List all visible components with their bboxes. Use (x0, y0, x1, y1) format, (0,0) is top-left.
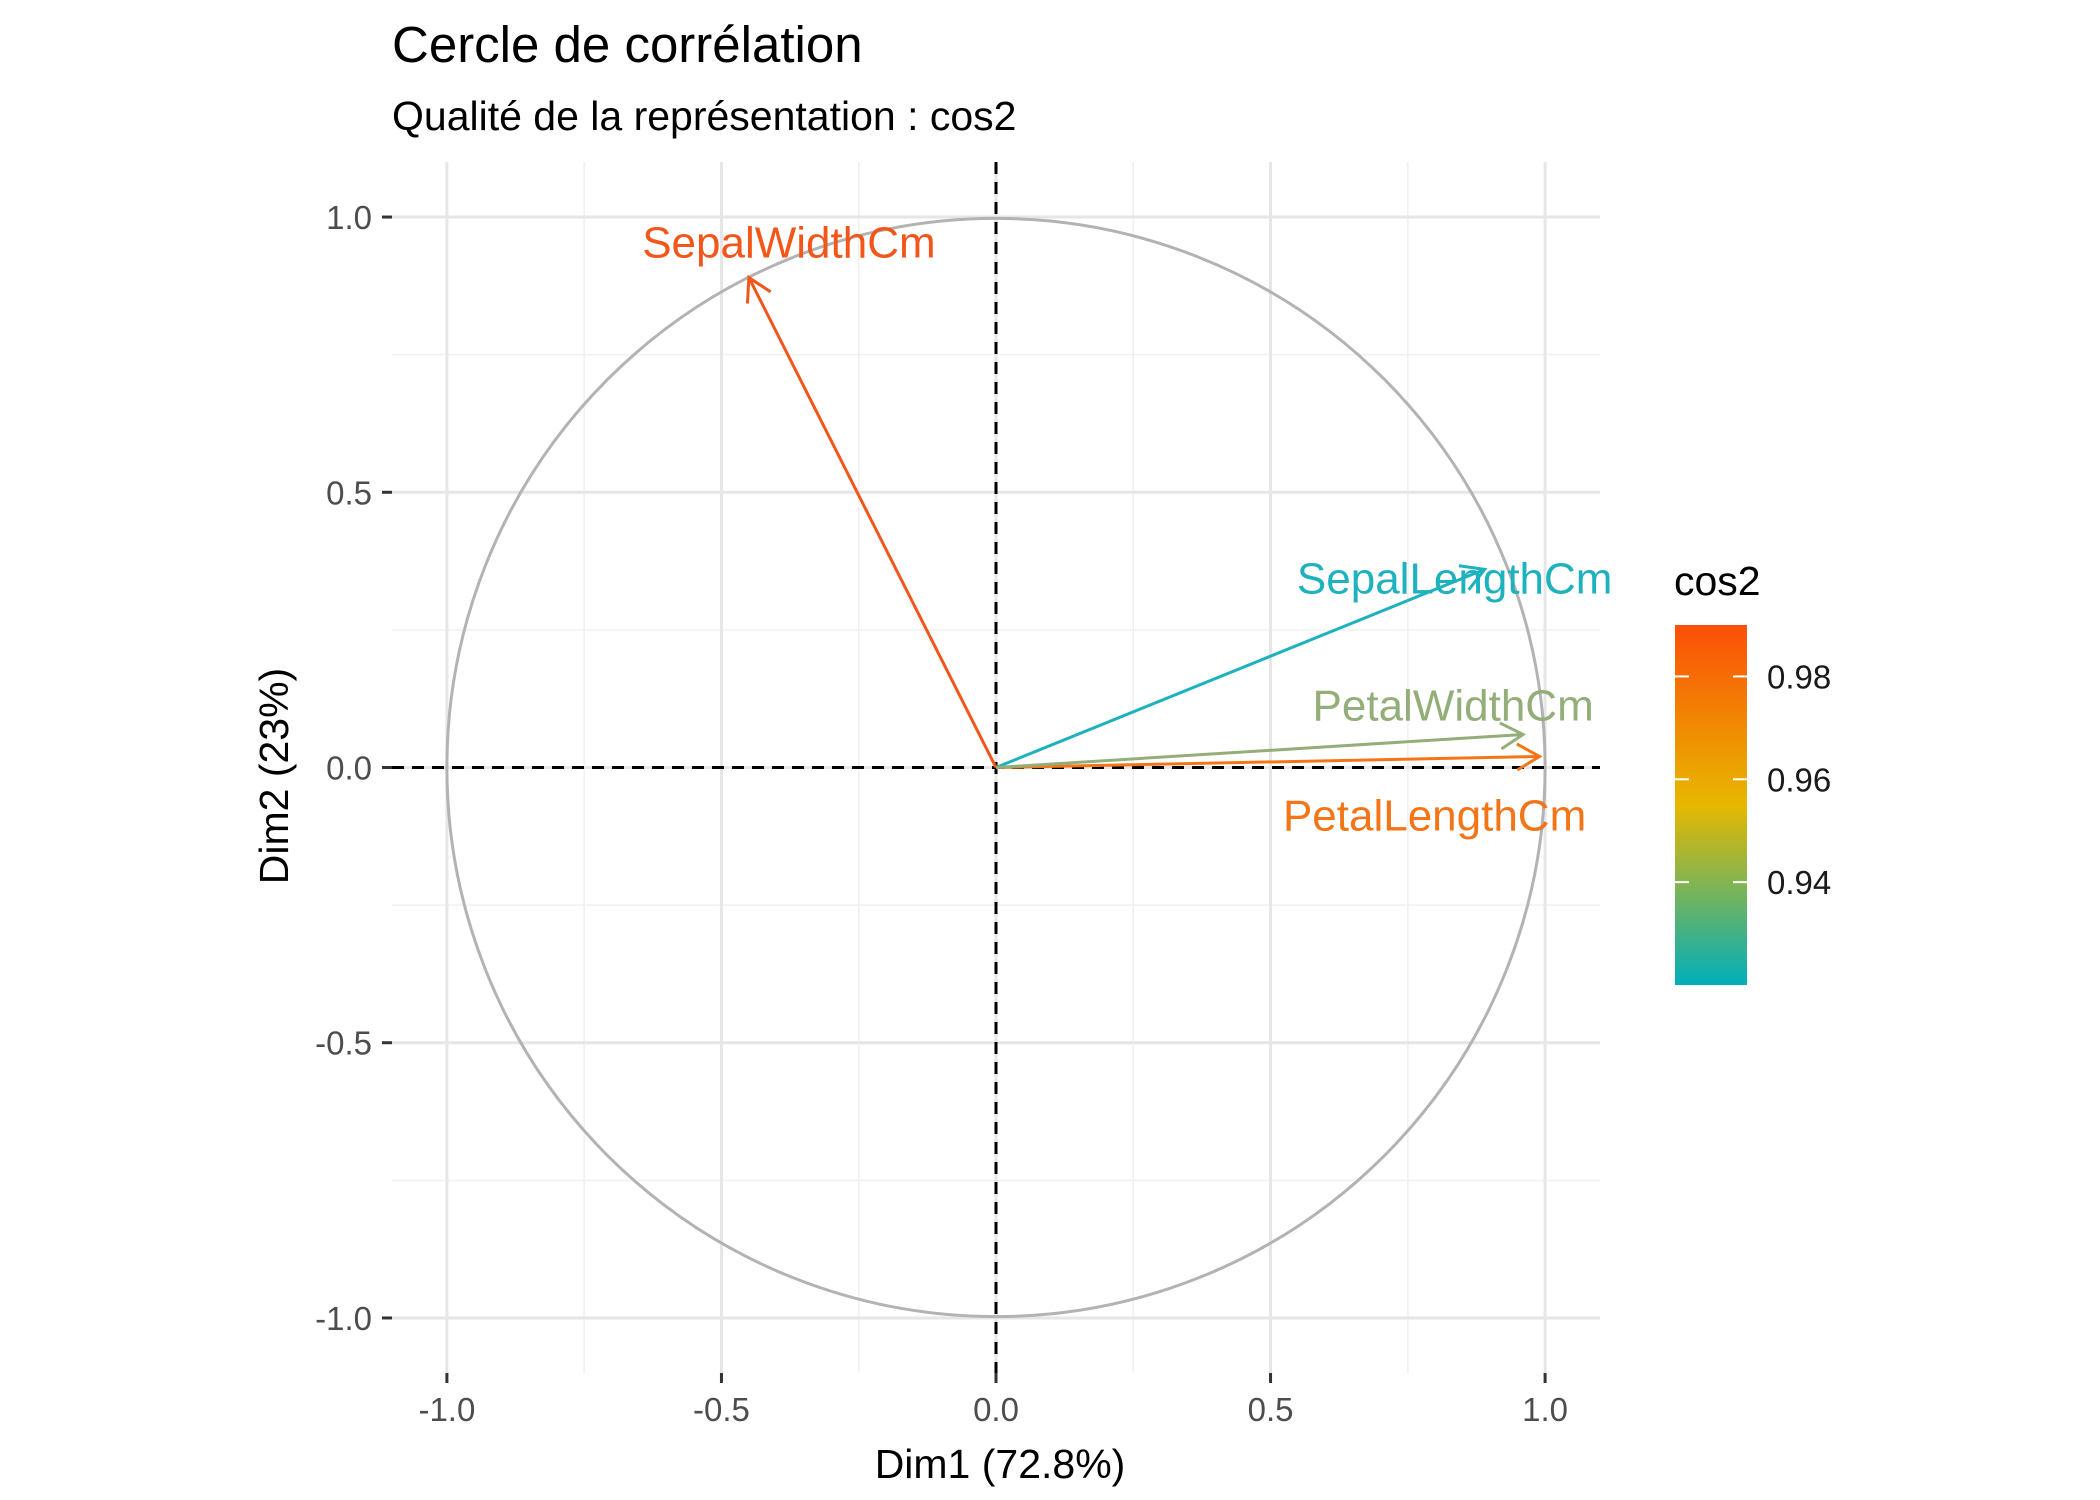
arrow-SepalWidthCm (747, 276, 998, 769)
y-axis-title: Dim2 (23%) (251, 668, 297, 884)
chart-title: Cercle de corrélation (392, 16, 863, 73)
legend-color-bar (1675, 625, 1747, 985)
legend-tick-label: 0.96 (1767, 761, 1831, 798)
arrow-PetalLengthCm (995, 754, 1540, 769)
y-tick-label: 0.5 (326, 474, 372, 511)
arrow-SepalLengthCm (995, 567, 1486, 769)
arrow-PetalWidthCm (995, 732, 1524, 769)
arrowhead-SepalWidthCm (745, 274, 772, 304)
y-tick-label: -1.0 (315, 1300, 372, 1337)
legend-ticks: 0.94 0.96 0.98 (1675, 658, 1831, 901)
variable-label: PetalWidthCm (1313, 681, 1594, 730)
variable-label: SepalWidthCm (642, 219, 935, 268)
x-tick-label: -0.5 (693, 1391, 750, 1428)
chart-subtitle: Qualité de la représentation : cos2 (392, 93, 1017, 139)
x-axis: -1.0 -0.5 0.0 0.5 1.0 (418, 1373, 1568, 1428)
x-tick-label: 0.5 (1248, 1391, 1294, 1428)
x-tick-label: -1.0 (418, 1391, 475, 1428)
arrowhead-SepalLengthCm (1458, 564, 1488, 591)
y-axis: -1.0 -0.5 0.0 0.5 1.0 (315, 199, 392, 1337)
variable-labels: SepalLengthCm SepalWidthCm PetalLengthCm Pe… (642, 219, 1612, 841)
x-tick-label: 0.0 (973, 1391, 1019, 1428)
legend: cos2 0.94 0.96 0.98 (1674, 558, 1831, 985)
unit-circle (445, 216, 1547, 1319)
x-axis-title: Dim1 (72.8%) (875, 1441, 1126, 1487)
variable-label: PetalLengthCm (1283, 791, 1586, 840)
arrowhead-PetalWidthCm (1499, 721, 1527, 751)
y-tick-label: 1.0 (326, 199, 372, 236)
legend-tick-label: 0.98 (1767, 658, 1831, 695)
legend-title: cos2 (1674, 558, 1761, 604)
arrowhead-PetalLengthCm (1516, 742, 1543, 772)
x-tick-label: 1.0 (1522, 1391, 1568, 1428)
unit-circle-layer (445, 216, 1547, 1319)
legend-tick-label: 0.94 (1767, 864, 1831, 901)
variable-arrows (745, 274, 1543, 772)
y-tick-label: -0.5 (315, 1025, 372, 1062)
variable-label: SepalLengthCm (1297, 554, 1613, 603)
y-tick-label: 0.0 (326, 750, 372, 787)
